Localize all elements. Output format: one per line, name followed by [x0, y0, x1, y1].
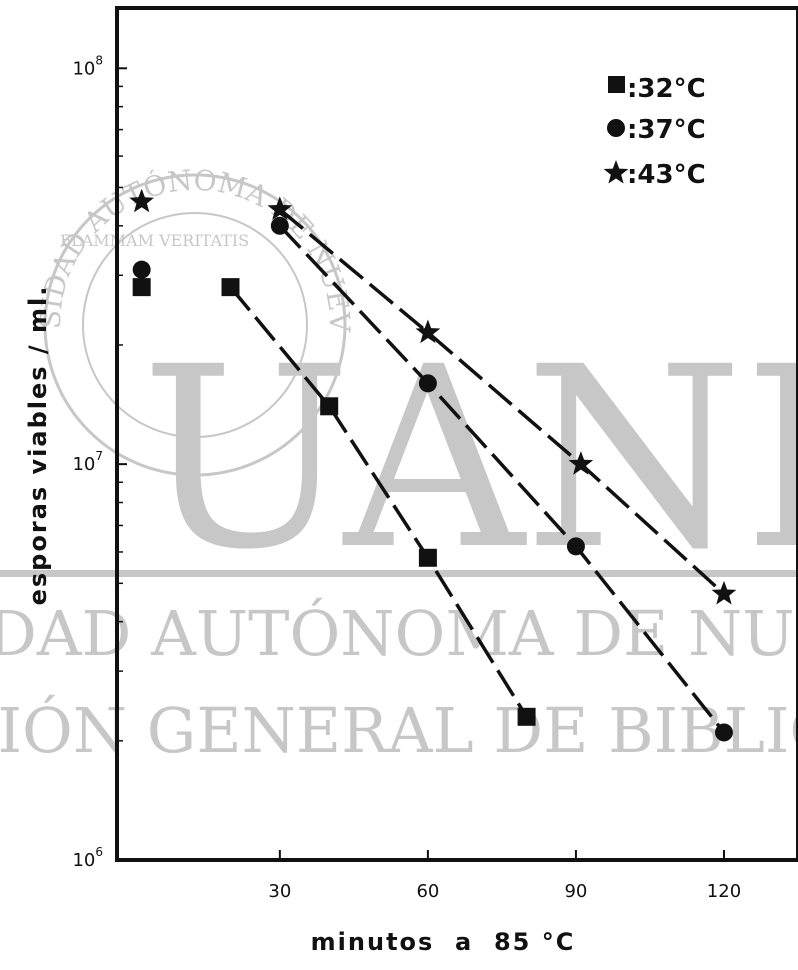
y-tick-label-2: 108	[72, 53, 103, 79]
legend-label-32c: :32°C	[627, 74, 706, 104]
x-axis-title: minutos a 85 °C	[311, 928, 576, 956]
series-line-2	[278, 208, 726, 596]
watermark-seal-motto: FLAMMAM VERITATIS	[60, 231, 249, 250]
series-line-0	[229, 285, 529, 718]
legend-circle-icon	[607, 119, 625, 137]
series-2-point-1	[267, 196, 293, 220]
series-2-point-2	[415, 319, 441, 344]
x-tick-label-3: 120	[707, 881, 741, 902]
legend-square-icon	[608, 76, 625, 93]
watermark-seal	[43, 173, 347, 477]
ticks: 30 60 90 120 106 107 108	[72, 53, 741, 902]
markers	[129, 188, 737, 742]
x-tick-label-0: 30	[268, 881, 291, 902]
series-0-point-1	[221, 278, 240, 297]
series-lines	[229, 208, 726, 734]
series-0-point-2	[320, 397, 339, 416]
watermark-rule	[0, 570, 798, 577]
legend-label-43c: :43°C	[627, 160, 706, 190]
y-tick-label-0: 106	[72, 845, 103, 871]
x-tick-label-1: 60	[416, 881, 439, 902]
series-0-point-3	[418, 548, 437, 567]
series-1-point-3	[566, 537, 585, 556]
watermark-seal-inner	[82, 212, 308, 438]
watermark-library: DIRECCIÓN GENERAL DE BIBLIOTECAS	[0, 694, 798, 767]
series-0-point-4	[517, 707, 536, 726]
series-1-point-0	[132, 260, 151, 279]
series-1-point-1	[270, 216, 289, 235]
y-tick-label-1: 107	[72, 449, 103, 475]
watermark-uanl: UANL	[141, 313, 798, 604]
legend-star-icon	[603, 160, 629, 184]
series-0-point-0	[132, 278, 151, 297]
plot-frame	[115, 6, 798, 862]
watermark-seal-text: UNIVERSIDAD AUTÓNOMA DE NUEVO LEÓN	[0, 0, 356, 333]
watermark-university: UNIVERSIDAD AUTÓNOMA DE NUEVO LEÓN	[0, 597, 798, 670]
legend: :32°C :37°C :43°C	[603, 74, 706, 190]
x-tick-label-2: 90	[564, 881, 587, 902]
series-1-point-4	[714, 723, 733, 742]
series-1-point-2	[418, 374, 437, 393]
series-2-point-4	[711, 580, 737, 605]
series-2-point-3	[568, 451, 594, 475]
y-axis-title: esporas viables / ml.	[24, 285, 52, 606]
series-line-1	[278, 224, 726, 734]
series-2-point-0	[129, 188, 154, 213]
legend-label-37c: :37°C	[627, 115, 706, 145]
